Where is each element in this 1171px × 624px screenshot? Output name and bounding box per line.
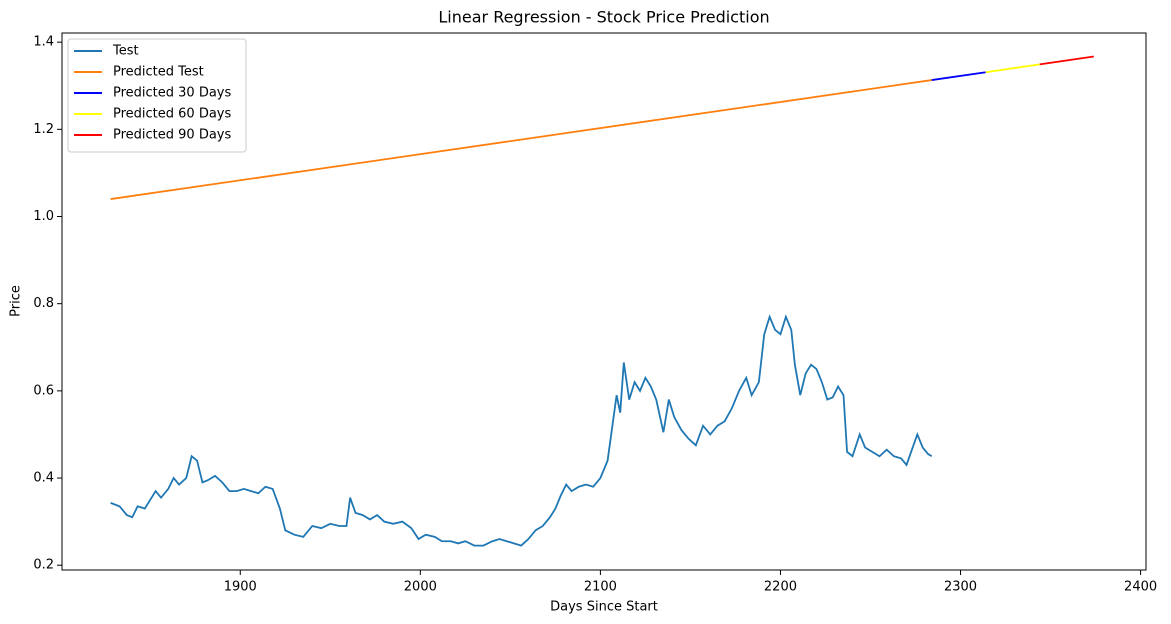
- y-tick-label: 1.0: [33, 209, 54, 224]
- x-tick-label: 2400: [1124, 580, 1157, 595]
- x-tick-label: 1900: [224, 580, 257, 595]
- y-tick-label: 1.2: [33, 122, 54, 137]
- plot-frame: [61, 32, 1147, 571]
- y-tick-label: 1.4: [33, 35, 54, 50]
- x-axis-label: Days Since Start: [550, 600, 658, 615]
- y-tick-label: 0.4: [33, 471, 54, 486]
- x-tick-label: 2200: [764, 580, 797, 595]
- legend-label: Predicted 60 Days: [113, 107, 232, 122]
- y-axis-label: Price: [9, 285, 24, 317]
- legend-label: Predicted 90 Days: [113, 128, 232, 143]
- series-line: [110, 79, 932, 200]
- legend-box: [67, 38, 247, 153]
- y-tick-label: 0.6: [33, 383, 54, 398]
- legend-label: Predicted Test: [113, 65, 204, 80]
- series-line: [110, 314, 933, 547]
- series-line: [931, 71, 986, 81]
- x-tick-label: 2100: [584, 580, 617, 595]
- chart-title: Linear Regression - Stock Price Predicti…: [438, 8, 769, 27]
- y-tick-label: 0.8: [33, 296, 54, 311]
- x-tick-label: 2000: [404, 580, 437, 595]
- series-line: [1039, 55, 1094, 66]
- legend-label: Predicted 30 Days: [113, 86, 232, 101]
- y-tick-label: 0.2: [33, 558, 54, 573]
- x-tick-label: 2300: [944, 580, 977, 595]
- legend-label: Test: [112, 44, 139, 59]
- series-line: [985, 63, 1040, 74]
